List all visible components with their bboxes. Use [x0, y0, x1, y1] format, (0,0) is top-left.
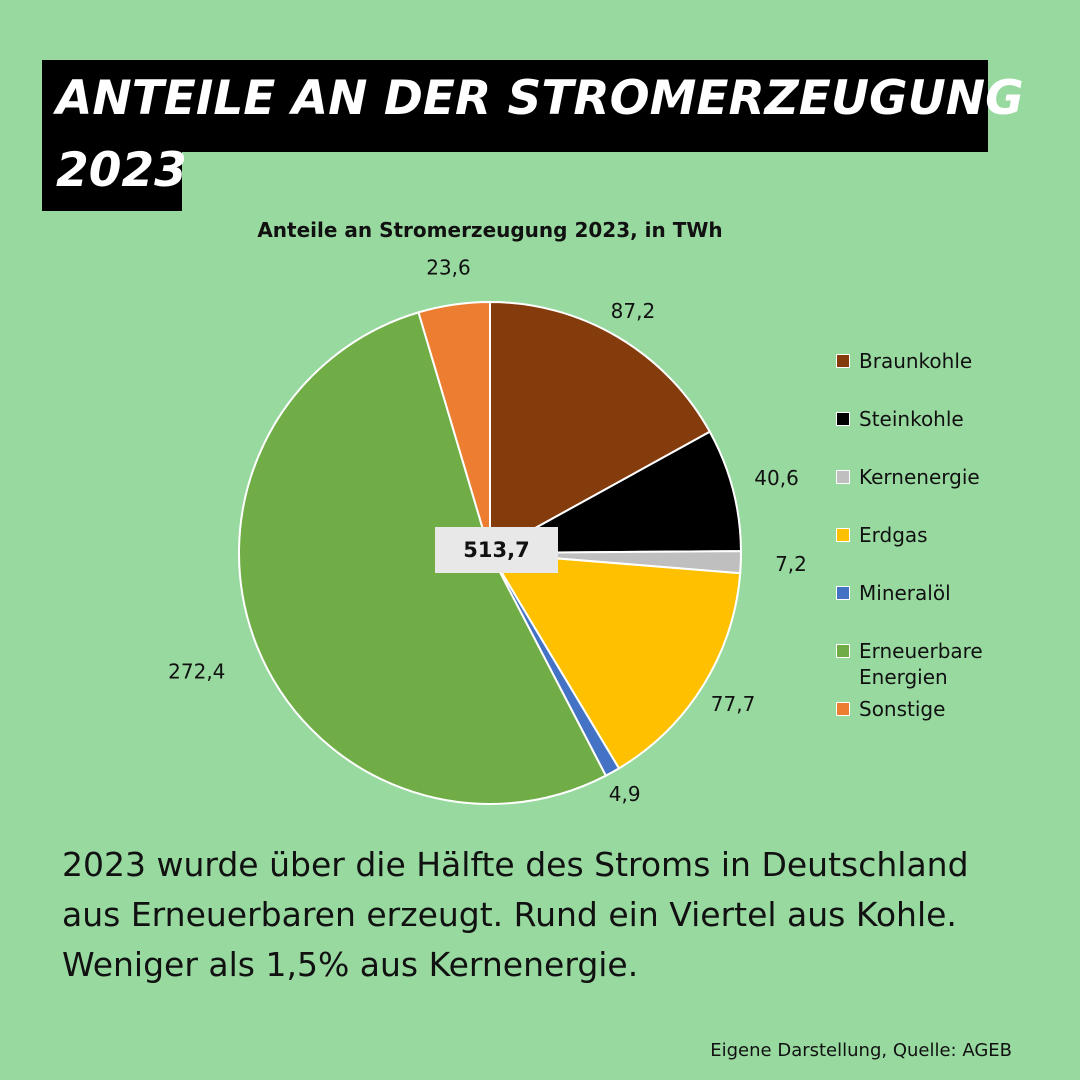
legend-label: Steinkohle — [859, 407, 964, 431]
data-label-mineral-l: 4,9 — [609, 782, 641, 806]
legend-label: Erneuerbare Energien — [859, 639, 983, 689]
headline-line-2: 2023 — [42, 140, 187, 211]
legend-swatch — [836, 586, 850, 600]
chart-title: Anteile an Stromerzeugung 2023, in TWh — [257, 218, 723, 242]
legend-label: Mineralöl — [859, 581, 951, 605]
legend-swatch — [836, 644, 850, 658]
legend-swatch — [836, 470, 850, 484]
body-text: 2023 wurde über die Hälfte des Stroms in… — [62, 845, 969, 984]
data-label-erneuerbare-energien: 272,4 — [168, 660, 225, 684]
pie-slice-erneuerbare-energien — [238, 311, 608, 805]
data-label-sonstige: 23,6 — [426, 255, 471, 279]
headline-line-1: ANTEILE AN DER STROMERZEUGUNG — [42, 60, 1024, 152]
pie-slice-steinkohle — [489, 430, 743, 554]
data-label-kernenergie: 7,2 — [775, 552, 807, 576]
legend-swatch — [836, 528, 850, 542]
source-note: Eigene Darstellung, Quelle: AGEB — [710, 1040, 1012, 1061]
pie-slice-erdgas — [488, 551, 742, 770]
data-label-steinkohle: 40,6 — [754, 466, 799, 490]
pie-slice-sonstige — [417, 300, 491, 554]
legend-swatch — [836, 412, 850, 426]
legend-label: Erdgas — [859, 523, 928, 547]
legend-swatch — [836, 354, 850, 368]
data-label-erdgas: 77,7 — [711, 692, 756, 716]
legend-label: Braunkohle — [859, 349, 973, 373]
legend-label: Kernenergie — [859, 465, 980, 489]
pie-slice-braunkohle — [489, 300, 712, 555]
data-label-braunkohle: 87,2 — [611, 299, 656, 323]
legend-swatch — [836, 702, 850, 716]
total-label: 513,7 — [435, 527, 558, 573]
legend-label: Sonstige — [859, 697, 946, 721]
